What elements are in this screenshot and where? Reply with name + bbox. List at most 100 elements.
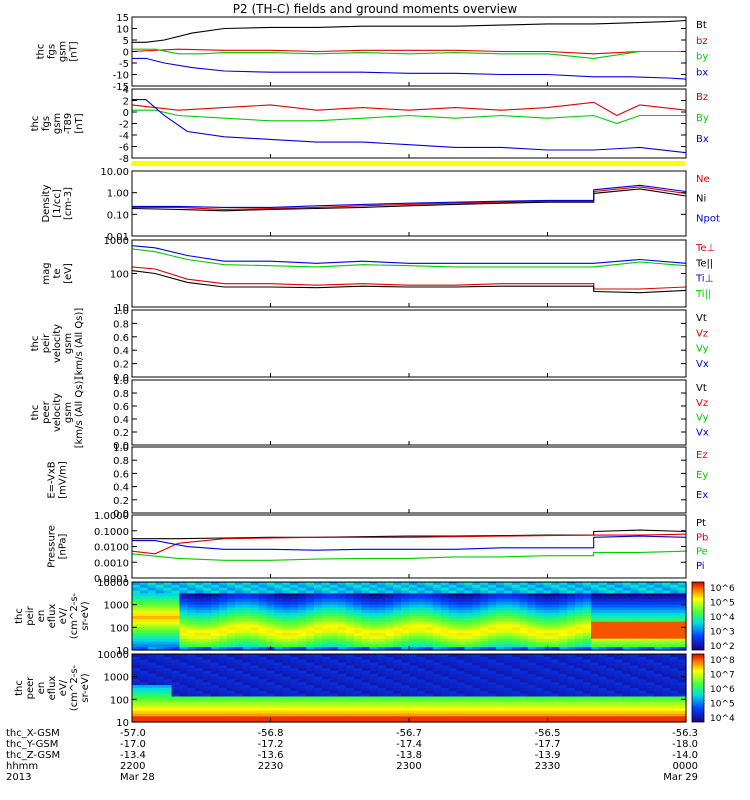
spectrogram-cell bbox=[488, 638, 497, 643]
spectrogram-cell bbox=[155, 707, 165, 712]
spectrogram-cell bbox=[409, 716, 418, 720]
spectrogram-cell bbox=[329, 685, 339, 689]
spectrogram-cell bbox=[337, 644, 347, 648]
spectrogram-cell bbox=[163, 659, 173, 664]
spectrogram-cell bbox=[488, 599, 497, 603]
spectrogram-cell bbox=[630, 705, 640, 709]
legend-entry: Npot bbox=[696, 213, 720, 224]
spectrogram-cell bbox=[306, 599, 315, 603]
spectrogram-cell bbox=[155, 630, 165, 634]
spectrogram-cell bbox=[409, 593, 418, 597]
spectrogram-cell bbox=[219, 584, 228, 589]
spectrogram-cell bbox=[132, 635, 141, 640]
spectrogram-cell bbox=[321, 679, 331, 683]
spectrogram-cell bbox=[559, 696, 568, 700]
spectrogram-cell bbox=[614, 705, 624, 709]
spectrogram-cell bbox=[416, 662, 426, 666]
spectrogram-cell bbox=[274, 707, 283, 712]
spectrogram-cell bbox=[654, 635, 663, 640]
spectrogram-cell bbox=[480, 633, 489, 637]
spectrogram-cell bbox=[591, 676, 600, 681]
spectrogram-cell bbox=[464, 682, 473, 686]
spectrogram-cell bbox=[132, 604, 141, 609]
spectrogram-cell bbox=[654, 633, 663, 637]
colorbar-label: 10^6 bbox=[710, 584, 735, 594]
spectrogram-cell bbox=[139, 679, 149, 683]
spectrogram-cell bbox=[385, 641, 394, 645]
spectrogram-cell bbox=[598, 662, 608, 666]
spectrogram-cell bbox=[306, 587, 315, 592]
spectrogram-cell bbox=[226, 679, 236, 683]
colorbar-9 bbox=[691, 581, 705, 651]
spectrogram-cell bbox=[377, 593, 386, 597]
spectrogram-cell bbox=[448, 604, 458, 609]
spectrogram-cell bbox=[345, 668, 355, 672]
spectrogram-cell bbox=[345, 696, 355, 700]
spectrogram-cell bbox=[598, 627, 608, 631]
spectrogram-cell bbox=[614, 710, 624, 715]
spectrogram-cell bbox=[551, 679, 560, 683]
spectrogram-cell bbox=[511, 618, 521, 623]
spectrogram-cell bbox=[234, 719, 244, 723]
spectrogram-cell bbox=[591, 690, 600, 695]
spectrogram-cell bbox=[314, 705, 323, 709]
spectrogram-cell bbox=[606, 618, 616, 623]
spectrogram-cell bbox=[274, 690, 283, 695]
spectrogram-cell bbox=[187, 621, 196, 626]
spectrogram-cell bbox=[511, 690, 521, 695]
spectrogram-cell bbox=[147, 638, 157, 643]
spectrogram-cell bbox=[662, 679, 671, 683]
spectrogram-cell bbox=[345, 685, 355, 689]
spectrogram-cell bbox=[606, 710, 616, 715]
spectrogram-cell bbox=[416, 613, 426, 617]
spectrogram-cell bbox=[139, 665, 149, 669]
spectrogram-cell bbox=[226, 613, 236, 617]
spectrogram-cell bbox=[242, 616, 252, 620]
spectrogram-cell bbox=[488, 713, 497, 717]
spectrogram-cell bbox=[369, 633, 378, 637]
spectrogram-cell bbox=[591, 682, 600, 686]
spectrogram-cell bbox=[163, 638, 173, 643]
spectrogram-cell bbox=[646, 599, 655, 603]
spectrogram-cell bbox=[448, 621, 458, 626]
spectrogram-cell bbox=[456, 621, 465, 626]
spectrogram-cell bbox=[503, 618, 513, 623]
x-axis-value: 2230 bbox=[258, 761, 283, 772]
spectrogram-cell bbox=[179, 673, 188, 678]
spectrogram-cell bbox=[551, 621, 560, 626]
spectrogram-cell bbox=[258, 696, 268, 700]
spectrogram-cell bbox=[591, 610, 600, 614]
y-axis-label-line: gsm bbox=[63, 402, 74, 423]
spectrogram-cell bbox=[678, 613, 687, 617]
spectrogram-cell bbox=[567, 668, 576, 672]
spectrogram-cell bbox=[409, 633, 418, 637]
spectrogram-cell bbox=[203, 647, 212, 651]
spectrogram-cell bbox=[195, 659, 204, 664]
spectrogram-cell bbox=[416, 584, 426, 589]
spectrogram-cell bbox=[567, 665, 576, 669]
spectrogram-cell bbox=[306, 590, 315, 594]
spectrogram-cell bbox=[242, 638, 252, 643]
spectrogram-cell bbox=[321, 690, 331, 695]
spectrogram-cell bbox=[432, 713, 442, 717]
spectrogram-cell bbox=[353, 654, 363, 658]
y-tick-label: 10 bbox=[116, 718, 129, 729]
spectrogram-cell bbox=[321, 630, 331, 634]
spectrogram-cell bbox=[329, 593, 339, 597]
spectrogram-cell bbox=[678, 644, 687, 648]
spectrogram-cell bbox=[226, 635, 236, 640]
spectrogram-cell bbox=[496, 599, 505, 603]
spectrogram-cell bbox=[424, 618, 434, 623]
spectrogram-cell bbox=[416, 671, 426, 675]
spectrogram-cell bbox=[511, 696, 521, 700]
spectrogram-cell bbox=[377, 584, 386, 589]
spectrogram-cell bbox=[488, 679, 497, 683]
spectrogram-cell bbox=[187, 682, 196, 686]
spectrogram-cell bbox=[527, 601, 537, 606]
spectrogram-cell bbox=[448, 593, 458, 597]
spectrogram-cell bbox=[535, 616, 545, 620]
spectrogram-cell bbox=[353, 599, 363, 603]
spectrogram-cell bbox=[409, 613, 418, 617]
spectrogram-cell bbox=[266, 676, 276, 681]
spectrogram-cell bbox=[377, 641, 386, 645]
